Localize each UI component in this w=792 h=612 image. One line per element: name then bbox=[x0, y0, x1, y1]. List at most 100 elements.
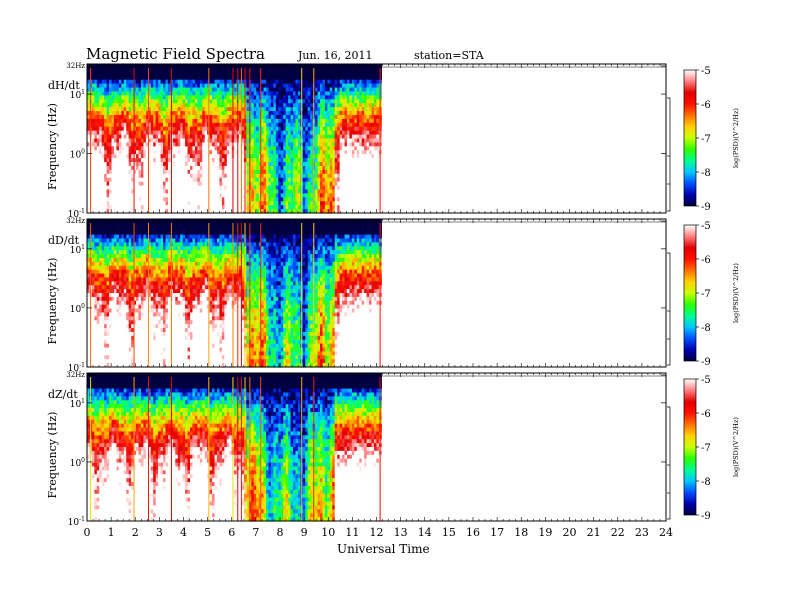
heatmap-cell bbox=[138, 91, 142, 96]
heatmap-cell bbox=[109, 134, 113, 140]
heatmap-cell bbox=[128, 126, 132, 132]
heatmap-cell bbox=[94, 71, 98, 77]
heatmap-cell bbox=[140, 134, 145, 140]
heatmap-cell bbox=[136, 126, 140, 132]
heatmap-cell bbox=[123, 209, 127, 214]
heatmap-cell bbox=[94, 193, 98, 198]
heatmap-cell bbox=[94, 99, 98, 104]
heatmap-cell bbox=[106, 209, 110, 214]
heatmap-cell bbox=[118, 130, 122, 136]
heatmap-cell bbox=[136, 83, 140, 89]
heatmap-cell bbox=[113, 134, 118, 140]
heatmap-cell bbox=[87, 138, 91, 144]
heatmap-cell bbox=[131, 134, 135, 140]
heatmap-cell bbox=[131, 193, 135, 198]
heatmap-cell bbox=[111, 158, 115, 163]
heatmap-cell bbox=[131, 79, 135, 85]
heatmap-cell bbox=[109, 67, 113, 73]
heatmap-cell bbox=[109, 95, 113, 100]
heatmap-cell bbox=[138, 99, 142, 104]
heatmap-cell bbox=[94, 122, 98, 128]
heatmap-cell bbox=[94, 87, 98, 93]
heatmap-cell bbox=[140, 122, 145, 128]
heatmap-cell bbox=[118, 122, 122, 128]
heatmap-cell bbox=[118, 154, 122, 159]
heatmap-cell bbox=[140, 154, 145, 159]
heatmap-cell bbox=[94, 165, 98, 171]
heatmap-cell bbox=[94, 126, 98, 132]
heatmap-cell bbox=[106, 95, 110, 100]
heatmap-cell bbox=[126, 103, 130, 108]
heatmap-cell bbox=[128, 146, 132, 151]
heatmap-cells bbox=[87, 219, 382, 368]
heatmap-cell bbox=[118, 158, 122, 163]
heatmap-cell bbox=[91, 87, 95, 93]
heatmap-cell bbox=[94, 107, 98, 112]
heatmap-cell bbox=[140, 158, 145, 163]
heatmap-cell bbox=[123, 205, 127, 210]
heatmap-cell bbox=[111, 173, 115, 179]
heatmap-cell bbox=[91, 150, 95, 155]
heatmap-cell bbox=[96, 75, 100, 81]
heatmap-cell bbox=[128, 142, 132, 147]
heatmap-cell bbox=[138, 154, 142, 159]
heatmap-cell bbox=[140, 95, 145, 100]
heatmap-cell bbox=[113, 165, 118, 171]
right-bracket bbox=[667, 97, 671, 212]
heatmap-cell bbox=[121, 83, 125, 89]
heatmap-cell bbox=[87, 201, 91, 206]
heatmap-cell bbox=[87, 83, 91, 89]
heatmap-cell bbox=[116, 111, 120, 116]
heatmap-cell bbox=[91, 201, 95, 206]
heatmap-cell bbox=[121, 189, 125, 194]
heatmap-cell bbox=[136, 122, 140, 128]
heatmap-cell bbox=[123, 158, 127, 163]
heatmap-cell bbox=[121, 111, 125, 116]
heatmap-cell bbox=[138, 209, 142, 214]
heatmap-cell bbox=[109, 79, 113, 85]
heatmap-cell bbox=[99, 75, 103, 81]
heatmap-cell bbox=[104, 134, 108, 140]
heatmap-cell bbox=[133, 134, 137, 140]
heatmap-cell bbox=[111, 181, 115, 187]
heatmap-cell bbox=[140, 79, 145, 85]
heatmap-cell bbox=[131, 95, 135, 100]
heatmap-cell bbox=[91, 189, 95, 194]
heatmap-cell bbox=[101, 126, 105, 132]
heatmap-cell bbox=[133, 150, 137, 155]
heatmap-cell bbox=[99, 138, 103, 144]
heatmap-cell bbox=[133, 142, 137, 147]
heatmap-cell bbox=[96, 122, 100, 128]
heatmap-cell bbox=[113, 197, 118, 202]
heatmap-cell bbox=[123, 91, 127, 96]
heatmap-cell bbox=[111, 99, 115, 104]
heatmap-cell bbox=[116, 107, 120, 112]
heatmap-cell bbox=[138, 118, 142, 124]
heatmap-cell bbox=[116, 185, 120, 191]
heatmap-cell bbox=[140, 99, 145, 104]
heatmap-cell bbox=[96, 201, 100, 206]
heatmap-cell bbox=[131, 185, 135, 191]
heatmap-cell bbox=[106, 87, 110, 93]
heatmap-cell bbox=[136, 64, 140, 69]
heatmap-cell bbox=[113, 138, 118, 144]
heatmap-cell bbox=[136, 71, 140, 77]
heatmap-cell bbox=[138, 177, 142, 183]
heatmap-cell bbox=[118, 209, 122, 214]
heatmap-cell bbox=[111, 71, 115, 77]
heatmap-cell bbox=[101, 122, 105, 128]
heatmap-cell bbox=[126, 83, 130, 89]
heatmap-cell bbox=[96, 209, 100, 214]
heatmap-cell bbox=[101, 79, 105, 85]
heatmap-cell bbox=[91, 67, 95, 73]
heatmap-cell bbox=[101, 177, 105, 183]
colorbar-label: log(PSD)(V^2/Hz) bbox=[732, 108, 740, 168]
heatmap-cell bbox=[118, 150, 122, 155]
heatmap-cell bbox=[126, 95, 130, 100]
heatmap-cell bbox=[118, 193, 122, 198]
heatmap-cell bbox=[91, 185, 95, 191]
heatmap-cell bbox=[131, 165, 135, 171]
heatmap-cell bbox=[94, 95, 98, 100]
heatmap-cell bbox=[131, 118, 135, 124]
